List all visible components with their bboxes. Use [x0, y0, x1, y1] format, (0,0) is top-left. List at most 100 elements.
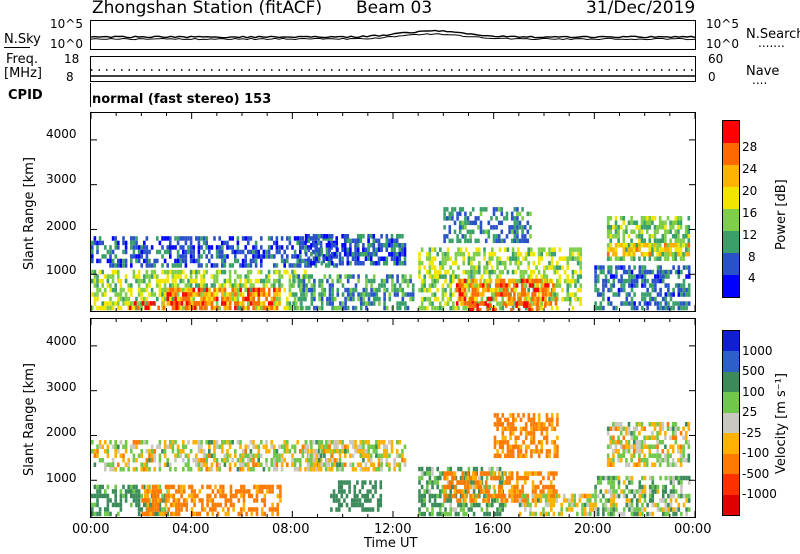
power-svg-cell-6 [436, 278, 439, 284]
vel-svg-cell-10 [612, 493, 616, 499]
vel-svg-cell-2 [180, 507, 183, 512]
vel-svg-cell-2 [159, 489, 163, 494]
vel-svg-cell-6 [531, 480, 535, 485]
power-svg-cell-4 [343, 243, 347, 248]
power-svg-cell-2 [252, 287, 255, 293]
power-svg-cell-6 [553, 265, 556, 270]
power-svg-cell-4 [401, 252, 404, 257]
vel-svg-cell-10 [612, 489, 616, 494]
power-svg-cell-11 [677, 247, 680, 252]
vel-svg-cell-6 [542, 484, 545, 490]
vel-svg-cell-6 [451, 480, 454, 485]
vel-svg-cell-0 [273, 449, 276, 454]
vel-svg-cell-7 [511, 413, 515, 418]
vel-svg-cell-9 [664, 435, 667, 440]
vel-svg-cell-9 [640, 449, 644, 454]
vel-svg-cell-5 [446, 466, 450, 472]
power-svg-cell-1 [197, 269, 201, 275]
vel-svg-cell-0 [208, 440, 211, 445]
power-svg-cell-12 [667, 292, 670, 297]
vel-svg-cell-1 [137, 511, 141, 517]
vel-svg-cell-1 [122, 493, 125, 499]
vel-svg-cell-6 [443, 493, 446, 499]
power-svg-cell-6 [540, 247, 543, 252]
vel-svg-cell-8 [542, 507, 545, 512]
power-svg-cell-9 [487, 220, 491, 226]
vel-svg-cell-0 [109, 462, 112, 467]
power-svg-cell-11 [671, 242, 675, 248]
vel-svg-cell-2 [279, 484, 282, 490]
vel-svg-cell-9 [671, 422, 675, 427]
vel-svg-cell-0 [210, 462, 214, 467]
power-svg-cell-6 [574, 292, 577, 297]
vel-svg-cell-9 [638, 422, 641, 427]
vel-svg-cell-7 [556, 435, 559, 441]
vel-svg-cell-2 [268, 507, 272, 512]
power-svg-cell-7 [500, 292, 503, 297]
vel-cb-tick-500: 500 [742, 364, 765, 378]
vel-svg-cell-7 [496, 449, 499, 454]
power-svg-cell-9 [453, 207, 457, 212]
power-svg-cell-1 [265, 283, 268, 288]
power-svg-cell-2 [234, 301, 237, 306]
vel-svg-cell-0 [247, 462, 250, 467]
vel-svg-cell-9 [635, 444, 639, 449]
vel-svg-cell-3 [380, 453, 383, 458]
vel-svg-cell-10 [643, 498, 647, 503]
vel-svg-cell-6 [534, 484, 537, 490]
power-svg-cell-2 [270, 301, 274, 306]
power-svg-cell-5 [378, 287, 381, 293]
vel-svg-cell-9 [619, 426, 623, 431]
power-svg-cell-4 [315, 247, 318, 252]
power-svg-cell-0 [267, 249, 271, 255]
power-svg-cell-5 [346, 296, 350, 302]
vel-svg-cell-7 [493, 444, 497, 450]
vel-svg-cell-2 [206, 502, 209, 508]
vel-svg-cell-6 [448, 480, 452, 485]
vel-svg-cell-0 [124, 462, 128, 467]
vel-svg-cell-6 [443, 475, 446, 481]
power-svg-cell-0 [265, 254, 268, 259]
vel-svg-cell-3 [398, 453, 402, 458]
nsky-legend-line [4, 47, 30, 48]
power-svg-cell-11 [648, 251, 652, 257]
power-svg-cell-6 [431, 292, 434, 297]
vel-svg-cell-0 [319, 458, 323, 463]
power-svg-cell-10 [627, 220, 631, 225]
power-svg-cell-2 [257, 296, 261, 302]
vel-svg-cell-3 [304, 458, 308, 463]
power-svg-cell-1 [244, 305, 247, 311]
power-svg-cell-7 [536, 287, 540, 293]
power-svg-cell-10 [658, 243, 662, 248]
power-svg-cell-0 [111, 258, 115, 264]
power-svg-cell-5 [365, 278, 368, 284]
vel-svg-cell-8 [594, 498, 597, 503]
power-svg-cell-0 [231, 263, 234, 268]
power-svg-cell-2 [221, 301, 224, 306]
power-svg-cell-5 [305, 283, 308, 288]
power-svg-cell-10 [619, 256, 623, 261]
power-svg-cell-0 [166, 245, 169, 250]
power-svg-cell-1 [161, 278, 164, 284]
power-svg-cell-0 [226, 240, 229, 246]
vel-svg-cell-0 [234, 449, 237, 454]
vel-svg-cell-9 [635, 435, 639, 440]
power-svg-cell-11 [645, 242, 649, 248]
vel-svg-cell-3 [343, 444, 347, 449]
power-svg-cell-0 [260, 236, 263, 241]
vel-svg-cell-6 [500, 484, 504, 490]
power-svg-cell-12 [664, 292, 668, 297]
power-svg-cell-5 [391, 278, 394, 284]
power-svg-cell-1 [119, 287, 123, 293]
vel-svg-cell-3 [385, 449, 389, 454]
vel-svg-cell-7 [493, 435, 497, 441]
vel-svg-cell-5 [418, 466, 421, 472]
vel-svg-cell-4 [369, 507, 372, 512]
vel-svg-cell-7 [511, 444, 515, 450]
power-svg-cell-2 [184, 296, 188, 302]
vel-svg-cell-7 [527, 444, 531, 450]
vel-svg-cell-3 [401, 458, 404, 463]
power-svg-cell-1 [182, 305, 185, 311]
vel-svg-cell-9 [612, 453, 615, 458]
power-svg-cell-9 [516, 225, 519, 230]
